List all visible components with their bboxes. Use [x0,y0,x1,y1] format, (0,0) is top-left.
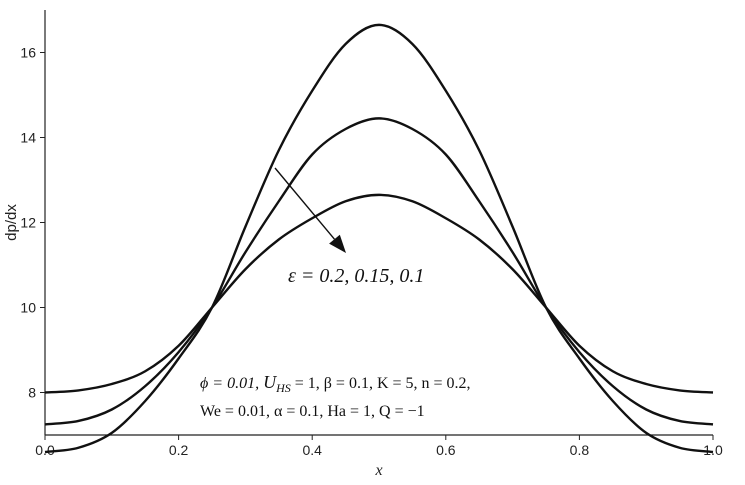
epsilon-label: ε = 0.2, 0.15, 0.1 [288,265,424,287]
series-line-2 [44,117,714,426]
x-axis-label: x [374,462,382,479]
x-tick-label: 1.0 [703,442,723,458]
series-line-1 [44,193,714,394]
epsilon-arrow [274,167,335,240]
params-annotation: ϕ = 0.01, UHS = 1, β = 0.1, K = 5, n = 0… [200,372,471,420]
y-tick-label: 12 [20,215,36,231]
y-tick-label: 10 [20,300,36,316]
y-tick-label: 8 [28,385,36,401]
x-tick-label: 0.8 [570,442,590,458]
params-line-2: We = 0.01, α = 0.1, Ha = 1, Q = −1 [200,403,425,420]
params-line-1: ϕ = 0.01, UHS = 1, β = 0.1, K = 5, n = 0… [200,372,471,395]
x-tick-label: 0.6 [436,442,456,458]
series-group [44,23,714,454]
params-line-1-sub: HS [275,381,291,395]
x-tick-label: 0.2 [169,442,189,458]
params-line-1-b: = 1, β = 0.1, K = 5, n = 0.2, [291,375,471,392]
x-tick-label: 0.0 [35,442,55,458]
y-tick-label: 14 [20,130,36,146]
y-tick-label: 16 [20,45,36,61]
x-tick-label: 0.4 [302,442,322,458]
y-axis-label: dp/dx [3,204,20,241]
x-ticks: 0.0 0.2 0.4 0.6 0.8 1.0 [35,435,723,458]
params-line-1-a: ϕ = 0.01, [200,375,263,392]
epsilon-arrowhead [329,234,346,253]
params-line-1-u: U [263,372,277,392]
epsilon-annotation: ε = 0.2, 0.15, 0.1 [274,167,424,287]
y-ticks: 8 10 12 14 16 [20,45,45,401]
series-line-3 [44,23,714,454]
